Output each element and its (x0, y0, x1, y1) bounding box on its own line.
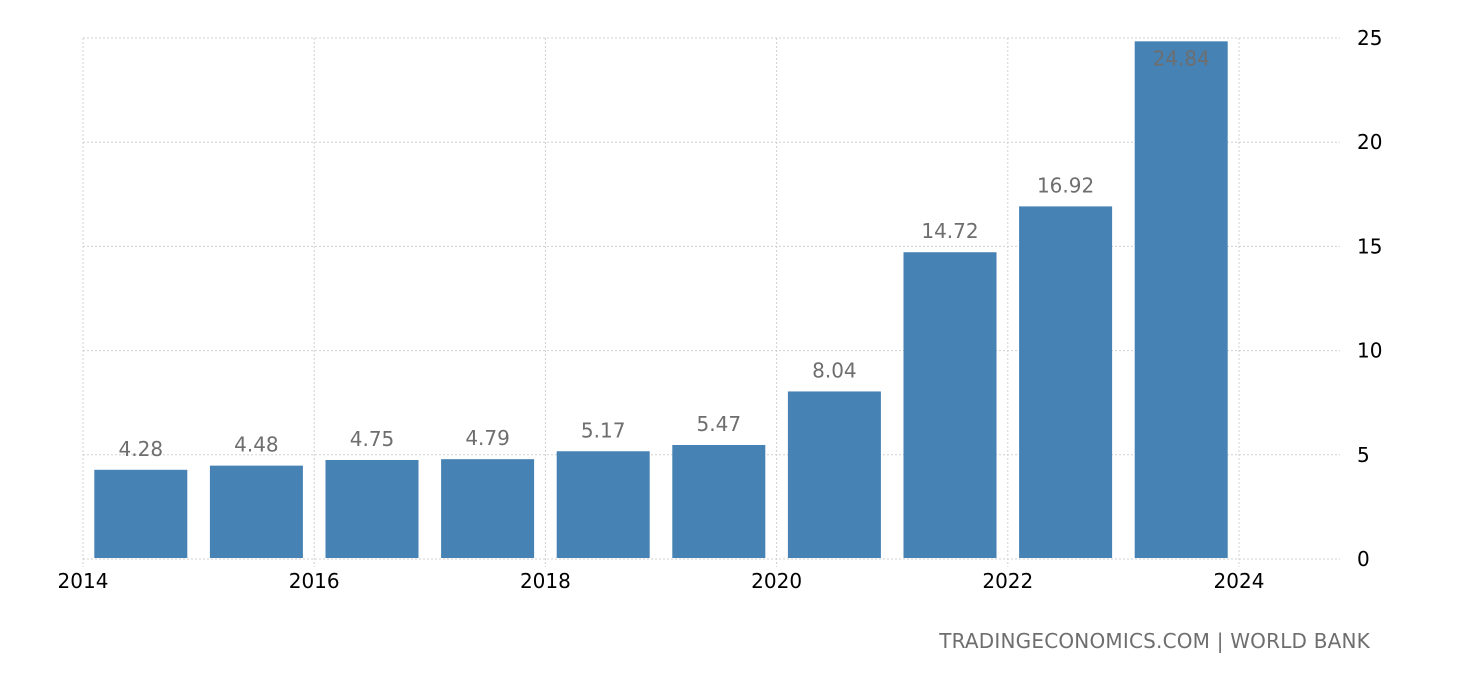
y-tick-label: 5 (1357, 443, 1370, 467)
data-label-2017: 4.75 (350, 427, 395, 451)
x-tick-label: 2018 (520, 569, 571, 593)
x-tick-label: 2024 (1214, 569, 1265, 593)
bar-2024 (1134, 41, 1228, 558)
data-label-2016: 4.48 (234, 433, 279, 457)
y-tick-label: 0 (1357, 547, 1370, 571)
y-tick-label: 20 (1357, 130, 1382, 154)
bars (94, 41, 1228, 558)
data-label-2021: 8.04 (812, 358, 857, 382)
y-axis: 0 5 10 15 20 25 (1357, 26, 1382, 571)
data-label-2023: 16.92 (1037, 173, 1094, 197)
bar-2022 (903, 252, 997, 558)
x-tick-label: 2014 (58, 569, 109, 593)
bar-2020 (672, 445, 766, 558)
x-tick-label: 2016 (289, 569, 340, 593)
bar-2017 (325, 460, 419, 558)
x-tick-label: 2022 (982, 569, 1033, 593)
x-tick-label: 2020 (751, 569, 802, 593)
data-label-2015: 4.28 (119, 437, 164, 461)
bar-2023 (1019, 206, 1113, 558)
y-tick-label: 15 (1357, 234, 1382, 258)
bar-2018 (441, 459, 535, 558)
x-axis: 2014 2016 2018 2020 2022 2024 (58, 569, 1265, 593)
data-label-2024: 24.84 (1153, 46, 1210, 70)
bar-2015 (94, 469, 188, 558)
y-tick-label: 25 (1357, 26, 1382, 50)
bar-2016 (209, 465, 303, 558)
data-label-2022: 14.72 (921, 219, 978, 243)
bar-2019 (556, 451, 650, 558)
data-label-2019: 5.17 (581, 418, 626, 442)
bar-2021 (787, 391, 881, 558)
source-attribution: TRADINGECONOMICS.COM | WORLD BANK (939, 629, 1370, 653)
y-tick-label: 10 (1357, 339, 1382, 363)
data-labels: 4.28 4.48 4.75 4.79 5.17 5.47 8.04 14.72 16.92 24… (119, 46, 1210, 460)
data-label-2020: 5.47 (697, 412, 742, 436)
data-label-2018: 4.79 (465, 426, 510, 450)
